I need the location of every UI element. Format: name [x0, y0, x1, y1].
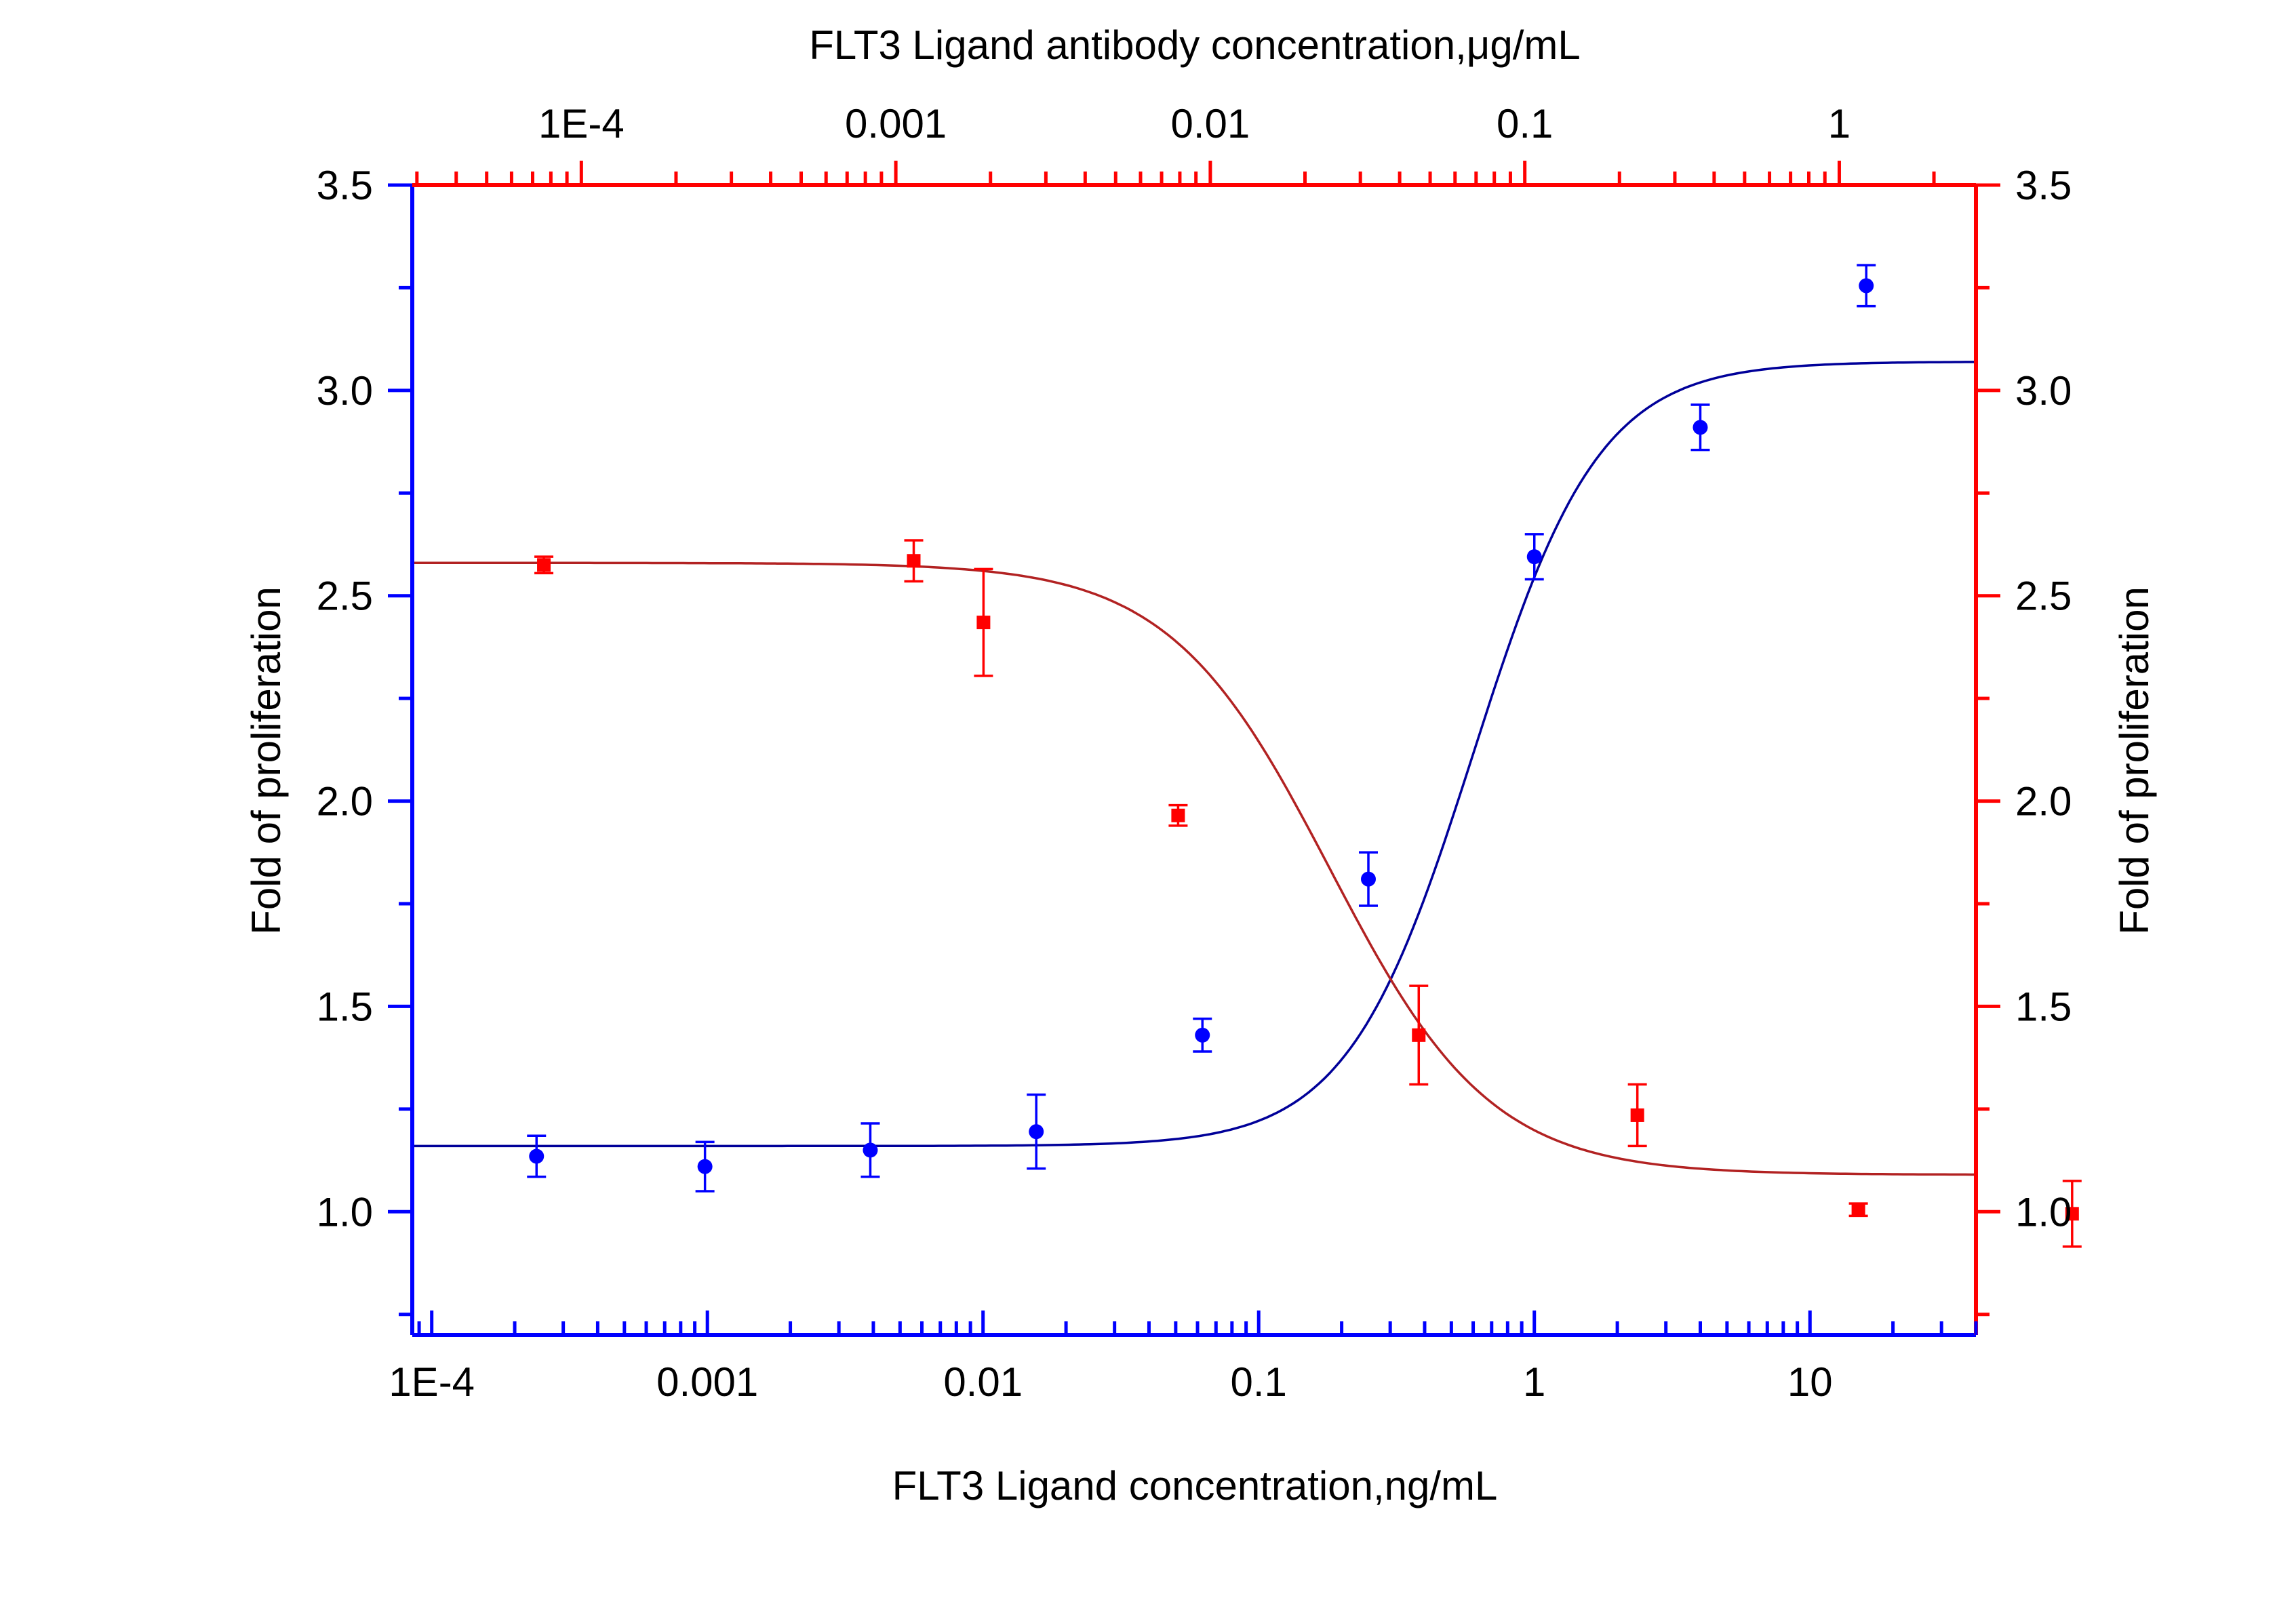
- bottom-tick-label: 0.01: [943, 1359, 1023, 1405]
- data-point: [537, 558, 551, 572]
- top-axis-title: FLT3 Ligand antibody concentration,μg/mL: [809, 22, 1580, 68]
- data-point: [2065, 1207, 2079, 1221]
- left-tick-label: 1.0: [317, 1189, 373, 1235]
- right-tick-label: 2.5: [2015, 574, 2072, 619]
- axis-labels: FLT3 Ligand antibody concentration,μg/mL…: [243, 22, 2157, 1508]
- data-point: [1360, 871, 1376, 887]
- top-tick-label: 0.1: [1497, 101, 1553, 146]
- right-tick-label: 1.5: [2015, 984, 2072, 1029]
- data-point: [1195, 1027, 1210, 1043]
- bottom-tick-label: 10: [1787, 1359, 1833, 1405]
- data-point: [907, 554, 921, 568]
- right-axis-title: Fold of proliferation: [2112, 586, 2157, 935]
- top-tick-label: 1: [1828, 101, 1850, 146]
- left-tick-label: 3.0: [317, 368, 373, 414]
- top-tick-label: 0.01: [1171, 101, 1250, 146]
- data-point: [1526, 549, 1542, 565]
- left-tick-label: 2.0: [317, 779, 373, 824]
- data-point: [697, 1159, 713, 1174]
- fit-curve: [412, 561, 1976, 1176]
- data-point: [1171, 808, 1185, 822]
- fit-curve: [412, 361, 1976, 1148]
- data-point: [1693, 420, 1708, 435]
- bottom-tick-label: 1E-4: [389, 1359, 475, 1405]
- axes: 1E-4 0.001 0.01 0.1 1 10 1E-4 0.001 0.01 0.1 1 1.0 1…: [317, 101, 2072, 1405]
- top-tick-label: 1E-4: [538, 101, 625, 146]
- data-point: [863, 1142, 878, 1158]
- right-tick-label: 3.0: [2015, 368, 2072, 414]
- data-point: [1029, 1124, 1044, 1140]
- data-point: [1851, 1203, 1865, 1217]
- bottom-tick-label: 1: [1523, 1359, 1545, 1405]
- bottom-tick-label: 0.1: [1231, 1359, 1287, 1405]
- series-neutralization: [412, 539, 2082, 1248]
- data-point: [529, 1148, 545, 1164]
- plot-area: [412, 264, 2082, 1248]
- bottom-axis-title: FLT3 Ligand concentration,ng/mL: [892, 1463, 1498, 1508]
- left-tick-label: 1.5: [317, 984, 373, 1029]
- left-tick-label: 3.5: [317, 163, 373, 208]
- data-point: [1630, 1108, 1644, 1122]
- left-axis-title: Fold of proliferation: [243, 586, 289, 935]
- data-point: [976, 616, 991, 630]
- data-point: [1412, 1028, 1426, 1042]
- right-tick-label: 2.0: [2015, 779, 2072, 824]
- top-tick-label: 0.001: [845, 101, 947, 146]
- right-tick-label: 3.5: [2015, 163, 2072, 208]
- data-point: [1859, 278, 1874, 294]
- series-proliferation: [412, 264, 1976, 1193]
- left-tick-label: 2.5: [317, 574, 373, 619]
- bottom-tick-label: 0.001: [656, 1359, 758, 1405]
- right-tick-label: 1.0: [2015, 1189, 2072, 1235]
